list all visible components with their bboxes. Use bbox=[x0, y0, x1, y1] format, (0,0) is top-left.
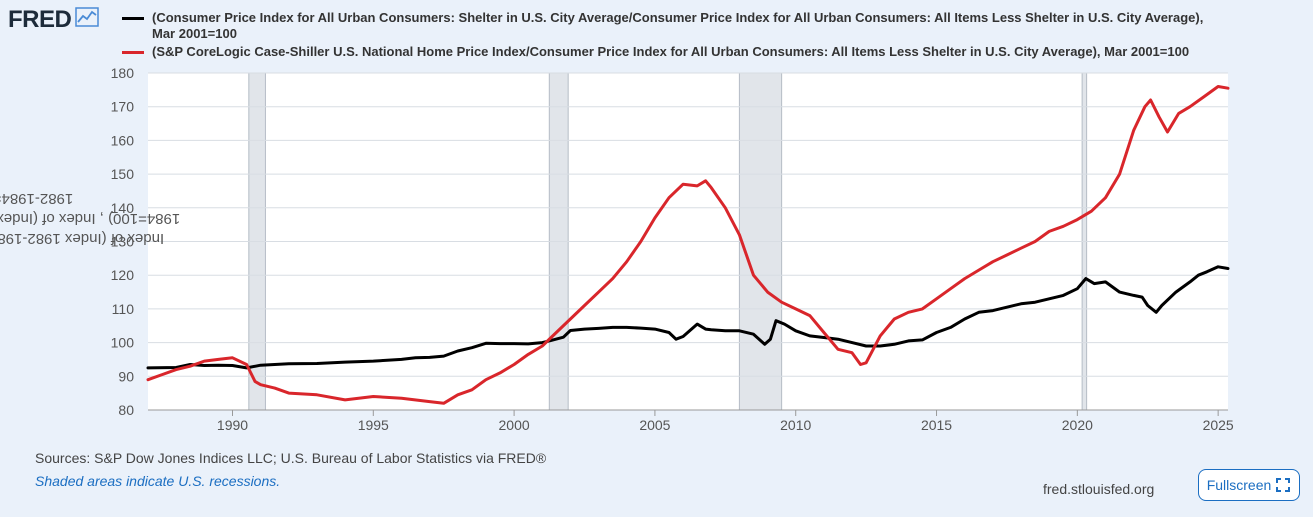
y-tick-label: 130 bbox=[111, 234, 135, 250]
x-tick-label: 1995 bbox=[358, 417, 389, 433]
x-tick-label: 2020 bbox=[1062, 417, 1093, 433]
x-tick-label: 2000 bbox=[499, 417, 530, 433]
legend-item-shelter[interactable]: (Consumer Price Index for All Urban Cons… bbox=[122, 10, 1222, 42]
sources-text: Sources: S&P Dow Jones Indices LLC; U.S.… bbox=[35, 450, 547, 466]
y-tick-label: 110 bbox=[112, 301, 135, 317]
y-tick-label: 150 bbox=[111, 166, 135, 182]
y-tick-label: 160 bbox=[111, 132, 135, 148]
y-tick-label: 140 bbox=[111, 200, 135, 216]
fullscreen-icon bbox=[1276, 478, 1291, 492]
legend-swatch-case-shiller bbox=[122, 51, 144, 54]
fred-logo-text: FRED bbox=[8, 6, 72, 33]
y-tick-label: 120 bbox=[111, 267, 135, 283]
fullscreen-button[interactable]: Fullscreen bbox=[1198, 469, 1300, 501]
site-url[interactable]: fred.stlouisfed.org bbox=[1043, 481, 1155, 497]
y-tick-label: 80 bbox=[118, 402, 134, 418]
x-tick-label: 2005 bbox=[639, 417, 670, 433]
y-tick-label: 170 bbox=[111, 99, 135, 115]
chart-legend: (Consumer Price Index for All Urban Cons… bbox=[122, 10, 1222, 60]
y-axis-label: Index of (Index 1982-1984=100/Index 1982… bbox=[0, 190, 181, 247]
y-tick-label: 180 bbox=[111, 65, 135, 81]
y-tick-label: 90 bbox=[118, 368, 134, 384]
x-tick-label: 2010 bbox=[780, 417, 811, 433]
x-tick-label: 2025 bbox=[1203, 417, 1234, 433]
legend-swatch-shelter bbox=[122, 17, 144, 20]
series-line-shelter bbox=[146, 265, 1230, 370]
recession-note: Shaded areas indicate U.S. recessions. bbox=[35, 473, 281, 489]
legend-label-shelter: (Consumer Price Index for All Urban Cons… bbox=[152, 10, 1204, 41]
x-tick-label: 2015 bbox=[921, 417, 952, 433]
trend-chart-icon bbox=[75, 6, 100, 34]
y-tick-label: 100 bbox=[111, 335, 135, 351]
x-tick-label: 1990 bbox=[217, 417, 248, 433]
legend-label-case-shiller: (S&P CoreLogic Case-Shiller U.S. Nationa… bbox=[152, 44, 1190, 59]
series-line-case-shiller bbox=[146, 85, 1230, 405]
fred-logo[interactable]: FRED bbox=[8, 6, 100, 34]
fullscreen-label: Fullscreen bbox=[1206, 477, 1272, 493]
legend-item-case-shiller[interactable]: (S&P CoreLogic Case-Shiller U.S. Nationa… bbox=[122, 44, 1222, 60]
